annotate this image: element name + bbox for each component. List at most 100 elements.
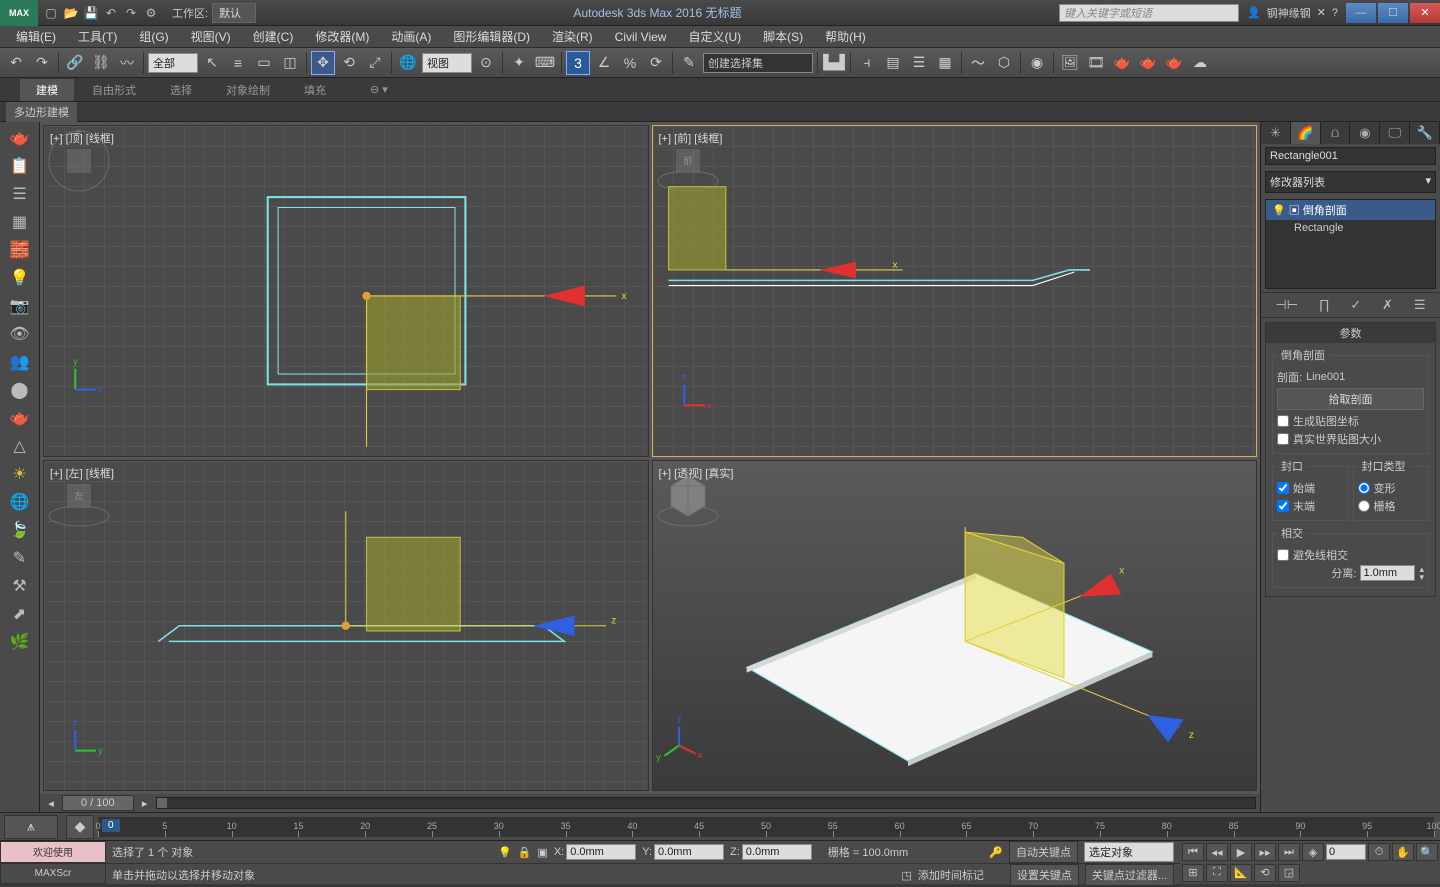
rollout-header[interactable]: 参数 <box>1266 323 1435 343</box>
material-editor-button[interactable]: ◉ <box>1025 51 1049 75</box>
save-icon[interactable]: 💾 <box>82 4 100 22</box>
sun-icon[interactable]: ☀ <box>6 462 34 486</box>
close-button[interactable]: ✕ <box>1410 3 1440 23</box>
current-frame-marker[interactable]: 0 <box>102 819 120 832</box>
new-icon[interactable]: ▢ <box>42 4 60 22</box>
notes-icon[interactable]: 📋 <box>6 154 34 178</box>
grid-icon[interactable]: ▦ <box>6 210 34 234</box>
wall-icon[interactable]: 🧱 <box>6 238 34 262</box>
captype-grid-radio[interactable] <box>1358 500 1370 512</box>
tab-display-icon[interactable]: 🖵 <box>1380 122 1410 144</box>
zoom-all-button[interactable]: ⊞ <box>1182 864 1204 882</box>
layers-button[interactable]: ▤ <box>881 51 905 75</box>
tool2-icon[interactable]: ⚒ <box>6 574 34 598</box>
minimize-button[interactable]: — <box>1346 3 1376 23</box>
app-logo[interactable]: MAX <box>0 0 38 26</box>
render-production-button[interactable]: 🫖 <box>1110 51 1134 75</box>
refcoord-icon[interactable]: 🌐 <box>396 51 420 75</box>
align-button[interactable]: ⫞ <box>855 51 879 75</box>
keyfilter-button[interactable]: 关键点过滤器... <box>1085 864 1174 886</box>
teapot-icon[interactable]: 🫖 <box>6 126 34 150</box>
tab-create-icon[interactable]: ✳ <box>1261 122 1291 144</box>
select-by-name-button[interactable]: ≡ <box>226 51 250 75</box>
viewcube-persp[interactable] <box>653 461 723 531</box>
menu-help[interactable]: 帮助(H) <box>815 26 876 47</box>
light-icon[interactable]: 💡 <box>6 266 34 290</box>
pick-profile-button[interactable]: 拾取剖面 <box>1277 388 1424 410</box>
coord-z-input[interactable] <box>742 844 812 860</box>
open-icon[interactable]: 📂 <box>62 4 80 22</box>
ribbon-tab-modeling[interactable]: 建模 <box>20 79 74 101</box>
fov-button[interactable]: 📐 <box>1230 864 1252 882</box>
time-config-button[interactable]: ⏱ <box>1368 843 1390 861</box>
zoom-extents-button[interactable]: ⛶ <box>1206 864 1228 882</box>
frame-spinner[interactable] <box>1326 844 1366 860</box>
spinner-snap-button[interactable]: ⟳ <box>644 51 668 75</box>
unlink-button[interactable]: ⛓ <box>89 51 113 75</box>
trackbar-ruler[interactable]: 0 05101520253035404550556065707580859095… <box>98 817 1434 837</box>
coord-x-input[interactable] <box>566 844 636 860</box>
ribbon-panel-polymodeling[interactable]: 多边形建模 <box>6 102 77 122</box>
render-iterative-button[interactable]: 🫖 <box>1136 51 1160 75</box>
selection-lock-icon[interactable]: 🔒 <box>518 846 532 859</box>
stack-item-bevelprofile[interactable]: 💡 ▣ 倒角剖面 <box>1266 200 1435 220</box>
viewport-top[interactable]: [+] [顶] [线框] x y z 北 <box>43 125 649 457</box>
make-unique-icon[interactable]: ✓ <box>1350 297 1361 313</box>
help-icon[interactable]: ? <box>1332 7 1338 19</box>
redo-button[interactable]: ↷ <box>30 51 54 75</box>
signin-icon[interactable]: 👤 <box>1247 6 1261 19</box>
avoid-intersect-checkbox[interactable] <box>1277 549 1289 561</box>
stack-item-rectangle[interactable]: Rectangle <box>1266 220 1435 236</box>
coord-y-input[interactable] <box>654 844 724 860</box>
next-frame-button[interactable]: ▸▸ <box>1254 843 1276 861</box>
trackbar-key-icon[interactable]: ◆ <box>66 815 94 839</box>
globe-icon[interactable]: 🌐 <box>6 490 34 514</box>
redo-icon[interactable]: ↷ <box>122 4 140 22</box>
menu-civilview[interactable]: Civil View <box>605 28 677 46</box>
select-region-button[interactable]: ▭ <box>252 51 276 75</box>
workspace-combo[interactable]: 默认 <box>212 3 256 23</box>
timeslider-prev-icon[interactable]: ◂ <box>44 797 58 810</box>
eye-icon[interactable]: 👁 <box>6 322 34 346</box>
undo-button[interactable]: ↶ <box>4 51 28 75</box>
maxscript-button[interactable]: MAXScr <box>0 863 106 885</box>
ribbon-tab-selection[interactable]: 选择 <box>154 79 208 101</box>
tab-motion-icon[interactable]: ◉ <box>1350 122 1380 144</box>
scale-button[interactable]: ⤢ <box>363 51 387 75</box>
menu-animation[interactable]: 动画(A) <box>381 26 441 47</box>
maximize-viewport-button[interactable]: ◲ <box>1278 864 1300 882</box>
tool1-icon[interactable]: ✎ <box>6 546 34 570</box>
layer-explorer-button[interactable]: ☰ <box>907 51 931 75</box>
user-name[interactable]: 钢神缘钢 <box>1267 5 1311 21</box>
add-time-tag[interactable]: 添加时间标记 <box>918 867 984 883</box>
spinner-arrows-icon[interactable]: ▴▾ <box>1419 565 1424 581</box>
viewport-perspective[interactable]: [+] [透视] [真实] x z z x <box>652 460 1258 792</box>
named-selset-combo[interactable]: 创建选择集 <box>703 53 813 73</box>
tab-modify-icon[interactable]: 🌈 <box>1291 122 1321 144</box>
mirror-button[interactable]: ▙▟ <box>822 51 846 75</box>
key-step-button[interactable]: ◈ <box>1302 843 1324 861</box>
ribbon-pin-icon[interactable]: ⊖ ▾ <box>354 80 404 99</box>
cone-icon[interactable]: △ <box>6 434 34 458</box>
link-button[interactable]: 🔗 <box>63 51 87 75</box>
zoom-button[interactable]: 🔍 <box>1416 843 1438 861</box>
welcome-button[interactable]: 欢迎使用 <box>0 841 106 863</box>
ref-coord-combo[interactable]: 视图 <box>422 53 472 73</box>
bind-spacewarp-button[interactable]: 〰 <box>115 51 139 75</box>
pin-stack-icon[interactable]: ⊣⊢ <box>1275 297 1298 313</box>
remove-mod-icon[interactable]: ✗ <box>1382 297 1393 313</box>
angle-snap-button[interactable]: ∠ <box>592 51 616 75</box>
orbit-button[interactable]: ⟲ <box>1254 864 1276 882</box>
selection-filter-combo[interactable]: 全部 <box>148 53 198 73</box>
keymode-combo[interactable]: 选定对象 <box>1084 842 1174 862</box>
modifier-list-combo[interactable]: 修改器列表▾ <box>1265 171 1436 193</box>
snap-toggle-button[interactable]: 3 <box>566 51 590 75</box>
cap-start-checkbox[interactable] <box>1277 482 1289 494</box>
leaf-icon[interactable]: 🍃 <box>6 518 34 542</box>
menu-maxscript[interactable]: 脚本(S) <box>753 26 813 47</box>
window-crossing-button[interactable]: ◫ <box>278 51 302 75</box>
prev-frame-button[interactable]: ◂◂ <box>1206 843 1228 861</box>
help-search-input[interactable]: 键入关键字或短语 <box>1059 4 1239 22</box>
menu-customize[interactable]: 自定义(U) <box>678 26 751 47</box>
ribbon-toggle-button[interactable]: ▦ <box>933 51 957 75</box>
